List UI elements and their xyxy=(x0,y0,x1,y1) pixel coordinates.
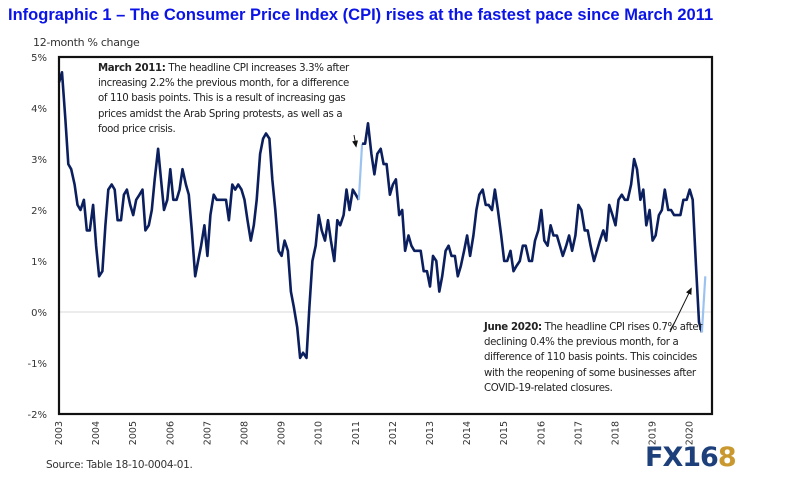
x-tick-label: 2008 xyxy=(240,421,251,445)
annotation-march-2011: March 2011: The headline CPI increases 3… xyxy=(98,61,358,137)
x-tick-label: 2006 xyxy=(165,421,176,445)
x-tick-label: 2009 xyxy=(277,421,288,445)
x-tick-label: 2013 xyxy=(425,421,436,445)
y-tick-label: 2% xyxy=(31,206,47,217)
x-ticks: 2003 2004 2005 2006 2007 2008 2009 2010 2011 2012… xyxy=(54,421,696,445)
logo-main-text: FX16 xyxy=(645,442,719,473)
series-group xyxy=(57,71,707,360)
arrow-march-2011 xyxy=(352,134,358,148)
x-tick-label: 2014 xyxy=(462,421,473,445)
annotation-june-2020-heading: June 2020: xyxy=(484,322,542,333)
logo-accent-text: 8 xyxy=(717,442,737,473)
x-tick-label: 2007 xyxy=(202,421,213,445)
y-tick-label: 1% xyxy=(31,257,47,268)
x-tick-label: 2018 xyxy=(611,421,622,445)
annotation-march-2011-text: The headline CPI increases 3.3% after in… xyxy=(98,63,349,135)
x-tick-label: 2015 xyxy=(499,421,510,445)
y-axis-label: 12-month % change xyxy=(33,36,140,49)
x-tick-label: 2005 xyxy=(128,421,139,445)
x-tick-label: 2017 xyxy=(573,421,584,445)
x-tick-label: 2016 xyxy=(536,421,547,445)
y-tick-label: 5% xyxy=(31,53,47,64)
chart-title: Infographic 1 – The Consumer Price Index… xyxy=(8,6,714,24)
highlight-segment xyxy=(357,143,364,200)
plot-frame xyxy=(57,55,714,416)
x-tick-label: 2020 xyxy=(685,421,696,445)
fx168-logo: FX168 xyxy=(645,442,737,473)
x-tick-label: 2003 xyxy=(54,421,65,445)
y-tick-label: -2% xyxy=(28,410,47,421)
x-tick-label: 2012 xyxy=(388,421,399,445)
y-ticks: 5% 4% 3% 2% 1% 0% -1% -2% xyxy=(28,53,47,421)
annotation-june-2020-text: The headline CPI rises 0.7% after declin… xyxy=(484,322,703,394)
x-tick-label: 2010 xyxy=(314,421,325,445)
x-tick-label: 2011 xyxy=(351,421,362,445)
annotation-arrows xyxy=(352,134,692,333)
series-line xyxy=(57,71,360,360)
annotation-june-2020: June 2020: The headline CPI rises 0.7% a… xyxy=(484,320,709,396)
y-tick-label: 3% xyxy=(31,155,47,166)
arrow-june-2020 xyxy=(669,287,692,333)
highlight-segment xyxy=(700,276,707,333)
y-tick-label: 4% xyxy=(31,104,47,115)
x-tick-label: 2004 xyxy=(91,421,102,445)
y-tick-label: -1% xyxy=(28,359,47,370)
annotation-march-2011-heading: March 2011: xyxy=(98,63,166,74)
y-tick-label: 0% xyxy=(31,308,47,319)
source-note: Source: Table 18-10-0004-01. xyxy=(46,459,193,471)
series-line xyxy=(362,122,704,333)
x-tick-label: 2019 xyxy=(648,421,659,445)
